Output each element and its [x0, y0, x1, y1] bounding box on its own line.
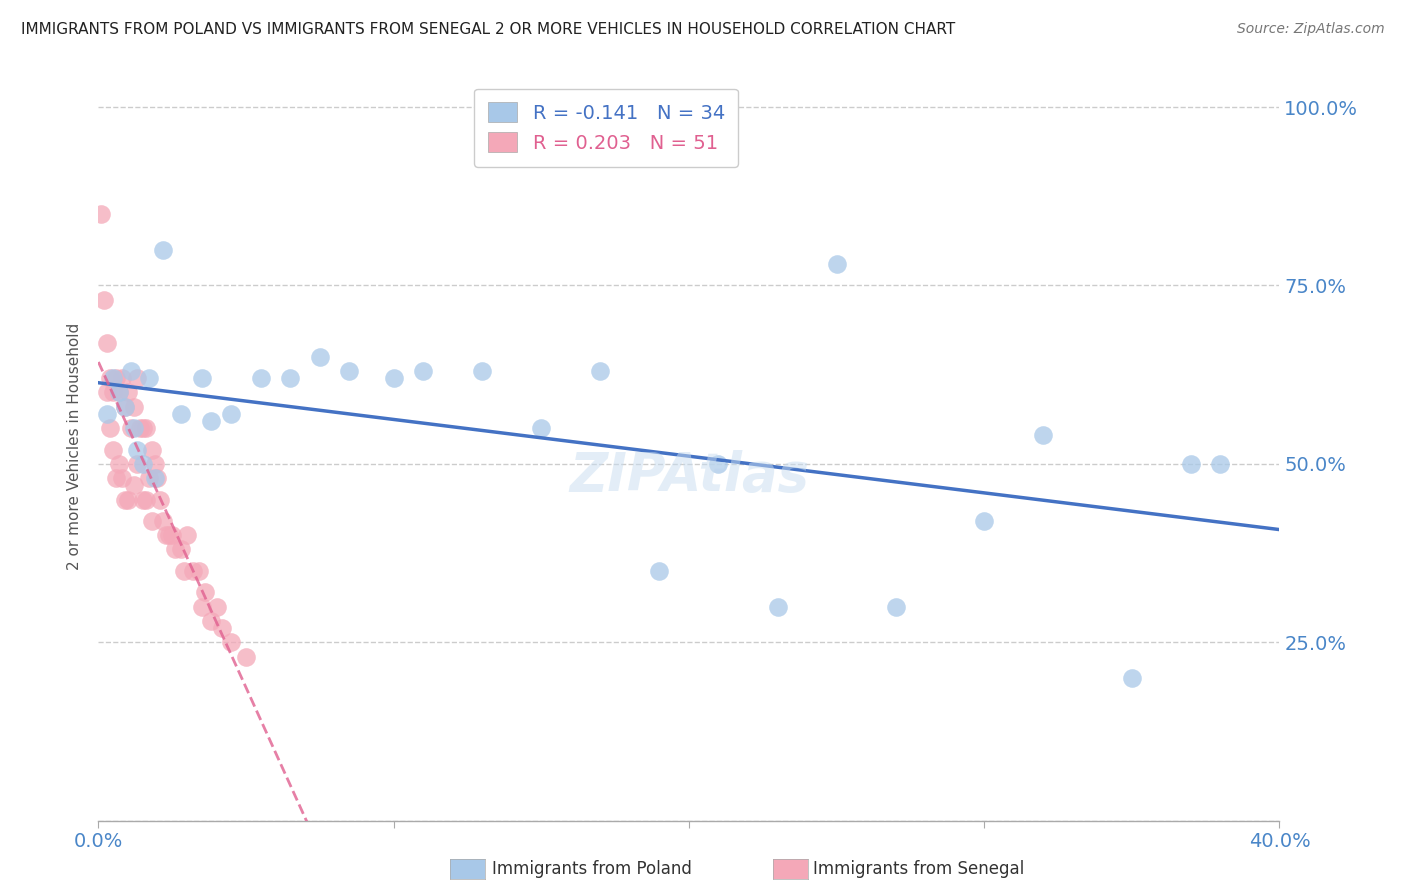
Legend: R = -0.141   N = 34, R = 0.203   N = 51: R = -0.141 N = 34, R = 0.203 N = 51: [474, 88, 738, 167]
Point: [111, 371, 134, 385]
Point: [108, 385, 131, 400]
Point: [128, 421, 150, 435]
Point: [155, 528, 177, 542]
Point: [200, 614, 222, 628]
Point: [530, 421, 553, 435]
Point: [382, 371, 405, 385]
Point: [141, 442, 163, 457]
Text: Immigrants from Senegal: Immigrants from Senegal: [813, 860, 1024, 878]
Point: [884, 599, 907, 614]
Point: [141, 514, 163, 528]
Point: [1121, 671, 1143, 685]
Point: [125, 457, 148, 471]
Point: [114, 400, 136, 414]
Point: [170, 542, 193, 557]
Text: ZIPAtlas: ZIPAtlas: [569, 450, 808, 502]
Point: [187, 564, 209, 578]
Point: [117, 385, 139, 400]
Point: [309, 350, 332, 364]
Point: [191, 599, 214, 614]
Point: [143, 471, 166, 485]
Point: [221, 407, 243, 421]
Point: [108, 457, 131, 471]
Point: [105, 371, 128, 385]
Point: [170, 407, 193, 421]
Point: [766, 599, 789, 614]
Point: [191, 371, 214, 385]
Point: [471, 364, 494, 378]
Point: [96, 407, 118, 421]
Point: [211, 621, 233, 635]
Text: IMMIGRANTS FROM POLAND VS IMMIGRANTS FROM SENEGAL 2 OR MORE VEHICLES IN HOUSEHOL: IMMIGRANTS FROM POLAND VS IMMIGRANTS FRO…: [21, 22, 955, 37]
Point: [108, 385, 131, 400]
Point: [103, 371, 125, 385]
Point: [235, 649, 257, 664]
Point: [973, 514, 995, 528]
Point: [114, 400, 136, 414]
Point: [138, 471, 160, 485]
Point: [138, 371, 160, 385]
Point: [157, 528, 180, 542]
Point: [1032, 428, 1054, 442]
Point: [200, 414, 222, 428]
Point: [221, 635, 243, 649]
Point: [120, 364, 142, 378]
Point: [339, 364, 361, 378]
Point: [589, 364, 612, 378]
Point: [90, 207, 112, 221]
Point: [122, 478, 145, 492]
Point: [132, 457, 155, 471]
Text: Immigrants from Poland: Immigrants from Poland: [492, 860, 692, 878]
Point: [125, 442, 148, 457]
Point: [117, 492, 139, 507]
Point: [96, 335, 118, 350]
Point: [825, 257, 848, 271]
Point: [125, 371, 148, 385]
Y-axis label: 2 or more Vehicles in Household: 2 or more Vehicles in Household: [67, 322, 83, 570]
Point: [122, 400, 145, 414]
Point: [98, 421, 121, 435]
Point: [280, 371, 302, 385]
Point: [194, 585, 217, 599]
Point: [143, 457, 166, 471]
Point: [250, 371, 273, 385]
Point: [146, 471, 169, 485]
Point: [173, 564, 195, 578]
Point: [1180, 457, 1202, 471]
Point: [181, 564, 204, 578]
Point: [96, 385, 118, 400]
Point: [132, 421, 155, 435]
Point: [93, 293, 115, 307]
Point: [648, 564, 671, 578]
Point: [205, 599, 228, 614]
Point: [176, 528, 198, 542]
Point: [152, 514, 174, 528]
Point: [132, 492, 155, 507]
Text: Source: ZipAtlas.com: Source: ZipAtlas.com: [1237, 22, 1385, 37]
Point: [103, 442, 125, 457]
Point: [98, 371, 121, 385]
Point: [707, 457, 730, 471]
Point: [149, 492, 172, 507]
Point: [111, 471, 134, 485]
Point: [412, 364, 434, 378]
Point: [103, 385, 125, 400]
Point: [152, 243, 174, 257]
Point: [114, 492, 136, 507]
Point: [105, 471, 128, 485]
Point: [135, 421, 157, 435]
Point: [120, 421, 142, 435]
Point: [162, 528, 183, 542]
Point: [135, 492, 157, 507]
Point: [122, 421, 145, 435]
Point: [165, 542, 187, 557]
Point: [1209, 457, 1232, 471]
